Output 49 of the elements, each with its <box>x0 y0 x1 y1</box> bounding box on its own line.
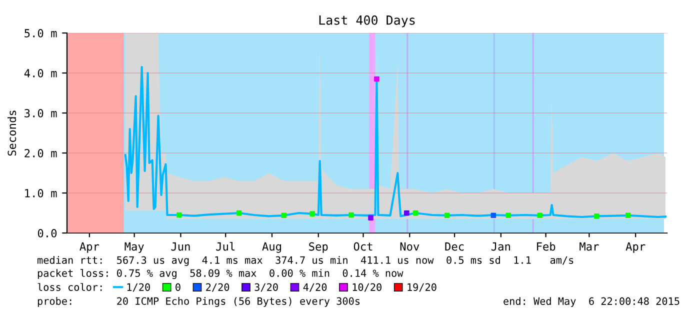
legend-label: 0 <box>176 283 180 291</box>
y-tick-label: 5.0 m <box>24 29 57 38</box>
x-tick-label: Jul <box>216 242 235 251</box>
point <box>374 76 380 82</box>
line-series <box>124 66 667 218</box>
x-tick-label: Oct <box>354 242 372 251</box>
x-tick-label: Mar <box>580 242 599 251</box>
y-tick-label: 1.0 m <box>25 189 57 198</box>
x-tick-label: Apr <box>626 242 646 253</box>
point <box>490 212 496 218</box>
y-tick-label: 3.0 m <box>24 109 57 118</box>
x-tick-label: May <box>124 242 144 253</box>
legend-label: 4/20 <box>303 283 327 292</box>
x-tick-label: Nov <box>400 242 420 251</box>
point <box>444 212 450 218</box>
point <box>236 210 242 216</box>
point <box>348 212 354 218</box>
point <box>625 212 631 218</box>
point <box>404 210 410 216</box>
point <box>594 214 600 219</box>
legend-label: 19/20 <box>408 283 436 292</box>
x-tick-label: Aug <box>262 242 281 253</box>
point <box>537 212 542 218</box>
text: packet loss: 0.75 % avg 58.09 % max 0.00 % min 0.14 % now <box>38 269 404 279</box>
text: end: Wed May 6 22:00:48 2015 <box>504 297 680 307</box>
x-tick-label: Jan <box>491 242 510 251</box>
y-tick-label: 0.0 <box>38 229 57 238</box>
y-axis-title: Seconds <box>8 110 16 156</box>
point <box>368 215 374 220</box>
y-tick-label: 2.0 m <box>24 149 57 158</box>
point <box>176 212 182 218</box>
point <box>310 211 316 216</box>
legend-label: 3/20 <box>254 283 278 292</box>
legend-label: 1/20 <box>127 283 150 292</box>
point <box>412 210 418 216</box>
legend-title: loss color: <box>38 283 102 291</box>
x-tick-label: Sep <box>309 242 328 253</box>
point <box>281 212 287 218</box>
x-tick-label: Feb <box>537 242 556 251</box>
legend-label: 10/20 <box>352 283 382 292</box>
y-tick-label: 4.0 m <box>24 69 57 78</box>
legend-label: 2/20 <box>206 283 230 292</box>
point <box>506 212 512 218</box>
text: median rtt: 567.3 us avg 4.1 ms max 374.7 us min 411.1 us now 0.5 ms sd 1.1 am/s <box>38 256 574 266</box>
x-tick-label: Apr <box>80 242 100 253</box>
chart-title: Last 400 Days <box>319 15 415 28</box>
x-tick-label: Jun <box>171 242 190 251</box>
x-tick-label: Dec <box>445 242 464 251</box>
text: probe: 20 ICMP Echo Pings (56 Bytes) every 300s <box>38 297 360 307</box>
